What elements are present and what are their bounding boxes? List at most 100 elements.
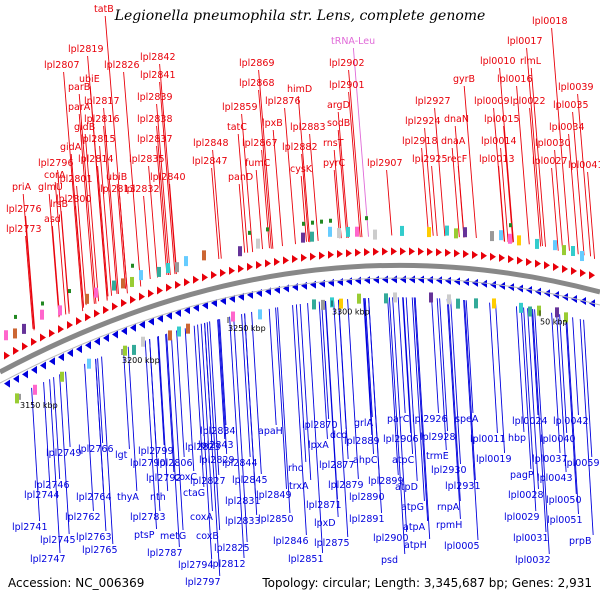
reverse-gene-arrow <box>436 276 442 285</box>
forward-gene-arrow <box>391 247 397 256</box>
reverse-gene-arrow <box>526 286 532 295</box>
forward-gene-arrow <box>544 261 550 270</box>
rna-marker <box>131 263 134 268</box>
forward-gene-arrow <box>409 247 415 256</box>
forward-gene-arrow <box>283 256 289 265</box>
cog-block <box>256 238 260 249</box>
leader-line-top <box>529 107 542 247</box>
gene-label: lpl0030 <box>535 138 571 149</box>
cog-block <box>168 330 172 341</box>
reverse-gene-arrow <box>535 287 541 296</box>
leader-line-top <box>434 107 446 237</box>
gene-label: lpl2869 <box>239 58 275 69</box>
forward-gene-arrow <box>58 325 64 334</box>
leader-line-bottom <box>527 308 539 490</box>
leader-line-bottom <box>193 325 205 488</box>
cog-block <box>33 384 37 395</box>
gene-label: apaH <box>258 426 283 437</box>
forward-gene-arrow <box>436 248 442 257</box>
genome-backbone <box>0 262 600 375</box>
reverse-gene-arrow <box>337 277 343 286</box>
reverse-gene-arrow <box>328 278 334 287</box>
cog-block <box>123 345 127 356</box>
gene-label: lpl2907 <box>367 158 403 169</box>
reverse-gene-arrow <box>229 294 235 303</box>
cog-block <box>301 232 305 243</box>
leader-line-top <box>84 133 100 302</box>
cog-block <box>519 302 523 313</box>
leader-line-top <box>451 147 460 238</box>
leader-line-top <box>333 169 341 239</box>
reverse-gene-arrow <box>211 299 217 308</box>
leader-line-top <box>25 235 34 329</box>
cog-block <box>490 231 494 242</box>
leader-line-top <box>237 133 249 253</box>
leader-line-bottom <box>347 299 359 480</box>
cog-block <box>384 293 388 304</box>
gene-label: lpl2859 <box>222 102 258 113</box>
leader-line-bottom <box>197 324 213 560</box>
gene-label: lpl2875 <box>314 538 350 549</box>
gene-label: lpl0050 <box>546 495 582 506</box>
gene-label: prpB <box>569 536 591 547</box>
reverse-gene-arrow <box>238 292 244 301</box>
cog-block <box>580 251 584 262</box>
map-title: Legionella pneumophila str. Lens, comple… <box>114 8 486 24</box>
leader-line-top <box>78 93 97 304</box>
gene-label: lpl2807 <box>44 60 80 71</box>
gene-label: atpC <box>392 455 415 466</box>
gene-label: lpl2879 <box>328 480 364 491</box>
leader-line-top <box>103 125 118 294</box>
forward-gene-arrow <box>571 266 577 275</box>
gene-label: atpH <box>404 540 427 551</box>
gene-label: lpl2871 <box>306 500 342 511</box>
reverse-gene-arrow <box>85 341 91 350</box>
gene-label: lpl2765 <box>82 545 118 556</box>
cog-block <box>517 235 521 246</box>
gene-label: lpl2931 <box>445 481 481 492</box>
reverse-gene-arrow <box>40 361 46 370</box>
gene-label: lpl0017 <box>507 36 543 47</box>
leader-line-top <box>159 81 176 275</box>
gene-label: lpl0011 <box>470 434 506 445</box>
leader-line-top <box>424 127 434 236</box>
gene-label: ahpC <box>353 455 378 466</box>
leader-line-bottom <box>363 298 374 455</box>
gene-label: lpl0027 <box>532 156 568 167</box>
leader-line-bottom <box>405 297 418 482</box>
reverse-gene-arrow <box>76 345 82 354</box>
gene-label: lpl0040 <box>540 434 576 445</box>
cog-block <box>58 305 62 316</box>
leader-line-bottom <box>157 336 169 492</box>
reverse-gene-arrow <box>49 357 55 366</box>
gene-label: dnaN <box>444 114 469 125</box>
forward-gene-arrow <box>94 309 100 318</box>
forward-gene-arrow <box>148 289 154 298</box>
forward-gene-arrow <box>85 313 91 322</box>
gene-label: lpl2801 <box>57 174 93 185</box>
forward-gene-arrow <box>346 249 352 258</box>
leader-line-bottom <box>65 371 71 448</box>
cog-block <box>85 293 89 304</box>
leader-lines <box>22 15 596 577</box>
leader-line-top <box>309 133 319 241</box>
leader-line-bottom <box>200 323 213 512</box>
leader-line-top <box>212 149 222 259</box>
reverse-gene-arrow <box>508 283 514 292</box>
gene-label: lpxB <box>262 118 283 129</box>
gene-label: lpl2787 <box>147 548 183 559</box>
leader-line-bottom <box>392 297 408 533</box>
forward-gene-arrow <box>121 299 127 308</box>
cog-block <box>447 294 451 305</box>
leader-line-top <box>241 113 254 253</box>
cog-block <box>94 287 98 298</box>
leader-line-bottom <box>388 297 406 555</box>
gene-label: lpl2825 <box>214 543 250 554</box>
gene-label: lpl2749 <box>46 448 82 459</box>
gene-label: lpl2764 <box>76 492 112 503</box>
gene-label: atpG <box>401 502 424 513</box>
reverse-gene-arrow <box>427 275 433 284</box>
cog-block <box>13 328 17 339</box>
gene-label: lpl2806 <box>157 458 193 469</box>
gene-label: rlmL <box>520 56 542 67</box>
